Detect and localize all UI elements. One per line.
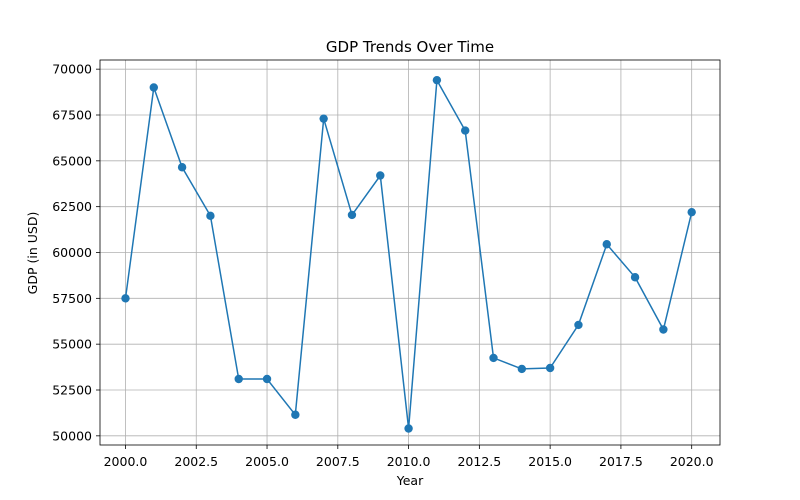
data-point — [319, 114, 328, 123]
data-point — [149, 83, 158, 92]
data-point — [517, 364, 527, 374]
data-point — [234, 374, 243, 384]
data-point — [574, 320, 583, 330]
y-tick-label: 70000 — [52, 62, 92, 77]
x-tick-label: 2012.5 — [457, 454, 501, 469]
y-tick-label: 52500 — [52, 383, 92, 398]
x-tick-label: 2017.5 — [599, 454, 643, 469]
data-point — [432, 75, 442, 85]
y-tick-label: 65000 — [52, 153, 92, 168]
y-tick-label: 57500 — [52, 291, 92, 306]
chart-title: GDP Trends Over Time — [326, 38, 494, 56]
data-point — [630, 273, 640, 282]
x-tick-label: 2020.0 — [670, 454, 714, 469]
x-tick-label: 2007.5 — [316, 454, 360, 469]
x-tick-label: 2002.5 — [174, 454, 218, 469]
y-tick-label: 62500 — [52, 199, 92, 214]
data-point — [602, 240, 611, 249]
data-point — [659, 325, 668, 334]
data-point — [687, 207, 696, 217]
y-axis-label: GDP (in USD) — [25, 212, 40, 295]
data-point — [404, 424, 413, 433]
x-axis-label: Year — [396, 473, 424, 488]
data-point — [121, 294, 130, 303]
plot-frame — [99, 59, 721, 446]
y-tick-label: 60000 — [52, 245, 92, 260]
data-point — [545, 363, 555, 373]
x-tick-label: 2005.0 — [245, 454, 289, 469]
x-tick-label: 2015.0 — [528, 454, 572, 469]
data-point — [177, 163, 187, 172]
series-points — [121, 75, 696, 433]
grid-lines — [100, 60, 720, 445]
data-point — [461, 126, 470, 135]
x-tick-label: 2000.0 — [104, 454, 148, 469]
data-point — [489, 353, 498, 363]
data-point — [262, 374, 272, 384]
data-point — [347, 210, 357, 220]
data-point — [376, 171, 385, 180]
y-tick-label: 67500 — [52, 108, 92, 123]
x-tick-label: 2010.0 — [387, 454, 431, 469]
x-axis-ticks: 2000.0 2002.5 2005.0 2007.5 2010.0 2012.5 2015… — [104, 445, 714, 469]
data-point — [206, 211, 215, 221]
y-axis-ticks: 50000 52500 55000 57500 60000 62500 65000 67500… — [52, 62, 100, 443]
y-tick-label: 50000 — [52, 428, 92, 443]
y-tick-label: 55000 — [52, 337, 92, 352]
data-point — [291, 410, 300, 419]
